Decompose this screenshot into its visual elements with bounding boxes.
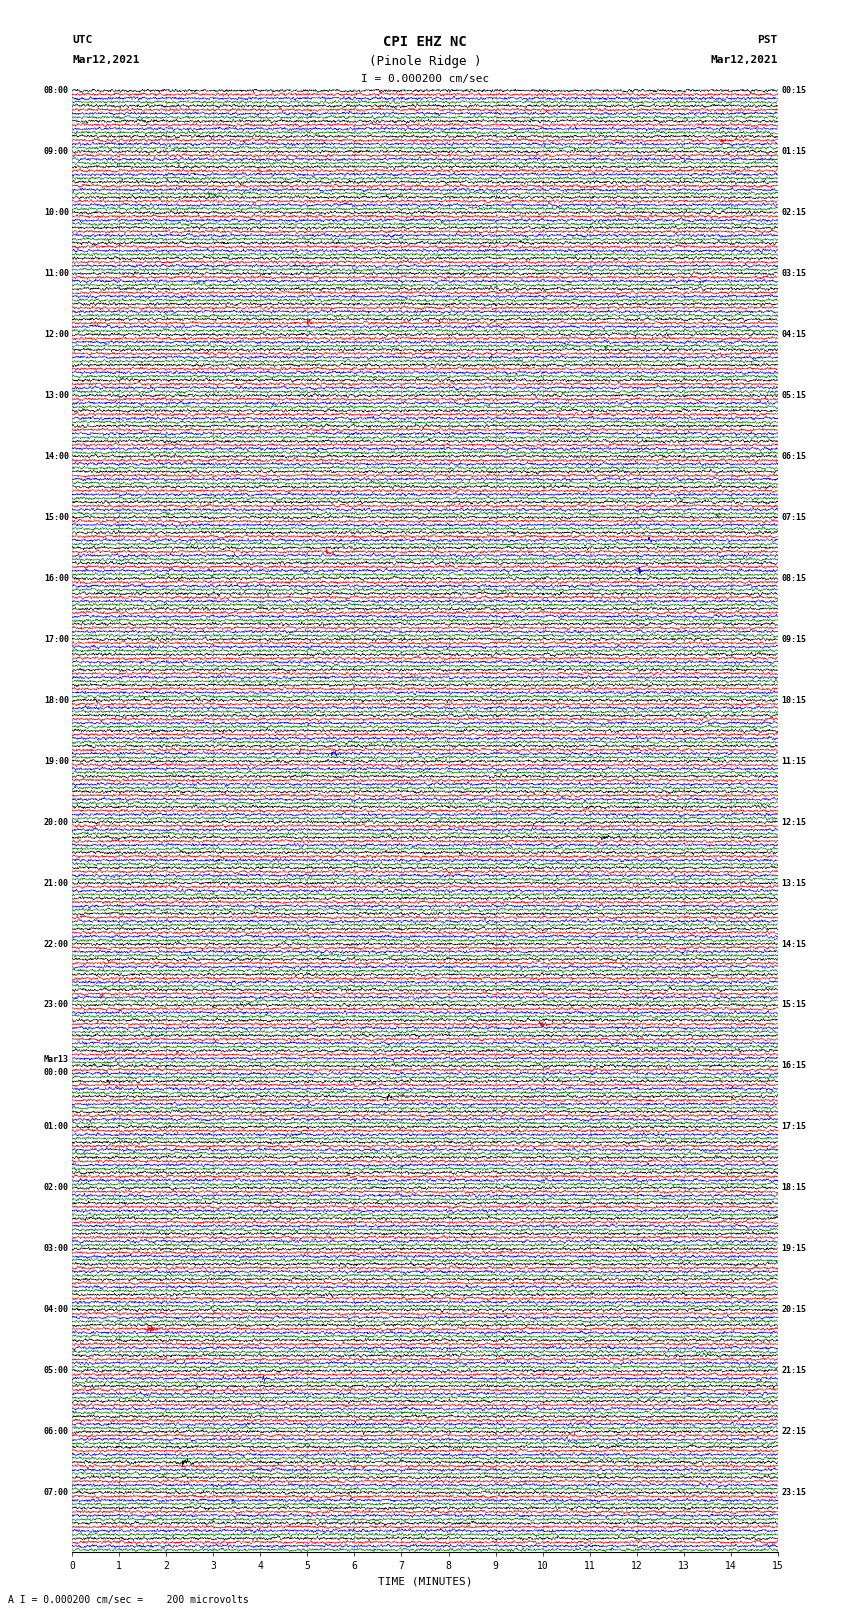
Text: CPI EHZ NC: CPI EHZ NC [383, 35, 467, 50]
Text: 00:00: 00:00 [44, 1068, 69, 1077]
Text: A I = 0.000200 cm/sec =    200 microvolts: A I = 0.000200 cm/sec = 200 microvolts [8, 1595, 249, 1605]
Text: 08:15: 08:15 [781, 574, 806, 582]
Text: Mar12,2021: Mar12,2021 [72, 55, 139, 65]
Text: 10:15: 10:15 [781, 695, 806, 705]
Text: 05:00: 05:00 [44, 1366, 69, 1376]
Text: 04:15: 04:15 [781, 331, 806, 339]
Text: 09:00: 09:00 [44, 147, 69, 156]
Text: 18:00: 18:00 [44, 695, 69, 705]
Text: 09:15: 09:15 [781, 636, 806, 644]
Text: 12:00: 12:00 [44, 331, 69, 339]
Text: 19:00: 19:00 [44, 756, 69, 766]
Text: 07:15: 07:15 [781, 513, 806, 523]
Text: I = 0.000200 cm/sec: I = 0.000200 cm/sec [361, 74, 489, 84]
Text: 21:15: 21:15 [781, 1366, 806, 1376]
Text: 07:00: 07:00 [44, 1489, 69, 1497]
Text: 20:15: 20:15 [781, 1305, 806, 1315]
X-axis label: TIME (MINUTES): TIME (MINUTES) [377, 1576, 473, 1586]
Text: 14:15: 14:15 [781, 939, 806, 948]
Text: 14:00: 14:00 [44, 452, 69, 461]
Text: 11:00: 11:00 [44, 269, 69, 277]
Text: 12:15: 12:15 [781, 818, 806, 826]
Text: 04:00: 04:00 [44, 1305, 69, 1315]
Text: Mar12,2021: Mar12,2021 [711, 55, 778, 65]
Text: 01:15: 01:15 [781, 147, 806, 156]
Text: 18:15: 18:15 [781, 1184, 806, 1192]
Text: 15:15: 15:15 [781, 1000, 806, 1010]
Text: UTC: UTC [72, 35, 93, 45]
Text: PST: PST [757, 35, 778, 45]
Text: 06:00: 06:00 [44, 1428, 69, 1436]
Text: (Pinole Ridge ): (Pinole Ridge ) [369, 55, 481, 68]
Text: 05:15: 05:15 [781, 390, 806, 400]
Text: 22:00: 22:00 [44, 939, 69, 948]
Text: 02:00: 02:00 [44, 1184, 69, 1192]
Text: 13:15: 13:15 [781, 879, 806, 887]
Text: 21:00: 21:00 [44, 879, 69, 887]
Text: 15:00: 15:00 [44, 513, 69, 523]
Text: 10:00: 10:00 [44, 208, 69, 218]
Text: 20:00: 20:00 [44, 818, 69, 826]
Text: 08:00: 08:00 [44, 85, 69, 95]
Text: 17:15: 17:15 [781, 1123, 806, 1131]
Text: 03:15: 03:15 [781, 269, 806, 277]
Text: 03:00: 03:00 [44, 1244, 69, 1253]
Text: 23:15: 23:15 [781, 1489, 806, 1497]
Text: 02:15: 02:15 [781, 208, 806, 218]
Text: 11:15: 11:15 [781, 756, 806, 766]
Text: 23:00: 23:00 [44, 1000, 69, 1010]
Text: 00:15: 00:15 [781, 85, 806, 95]
Text: 01:00: 01:00 [44, 1123, 69, 1131]
Text: 16:15: 16:15 [781, 1061, 806, 1071]
Text: 19:15: 19:15 [781, 1244, 806, 1253]
Text: 16:00: 16:00 [44, 574, 69, 582]
Text: Mar13: Mar13 [44, 1055, 69, 1065]
Text: 17:00: 17:00 [44, 636, 69, 644]
Text: 06:15: 06:15 [781, 452, 806, 461]
Text: 22:15: 22:15 [781, 1428, 806, 1436]
Text: 13:00: 13:00 [44, 390, 69, 400]
